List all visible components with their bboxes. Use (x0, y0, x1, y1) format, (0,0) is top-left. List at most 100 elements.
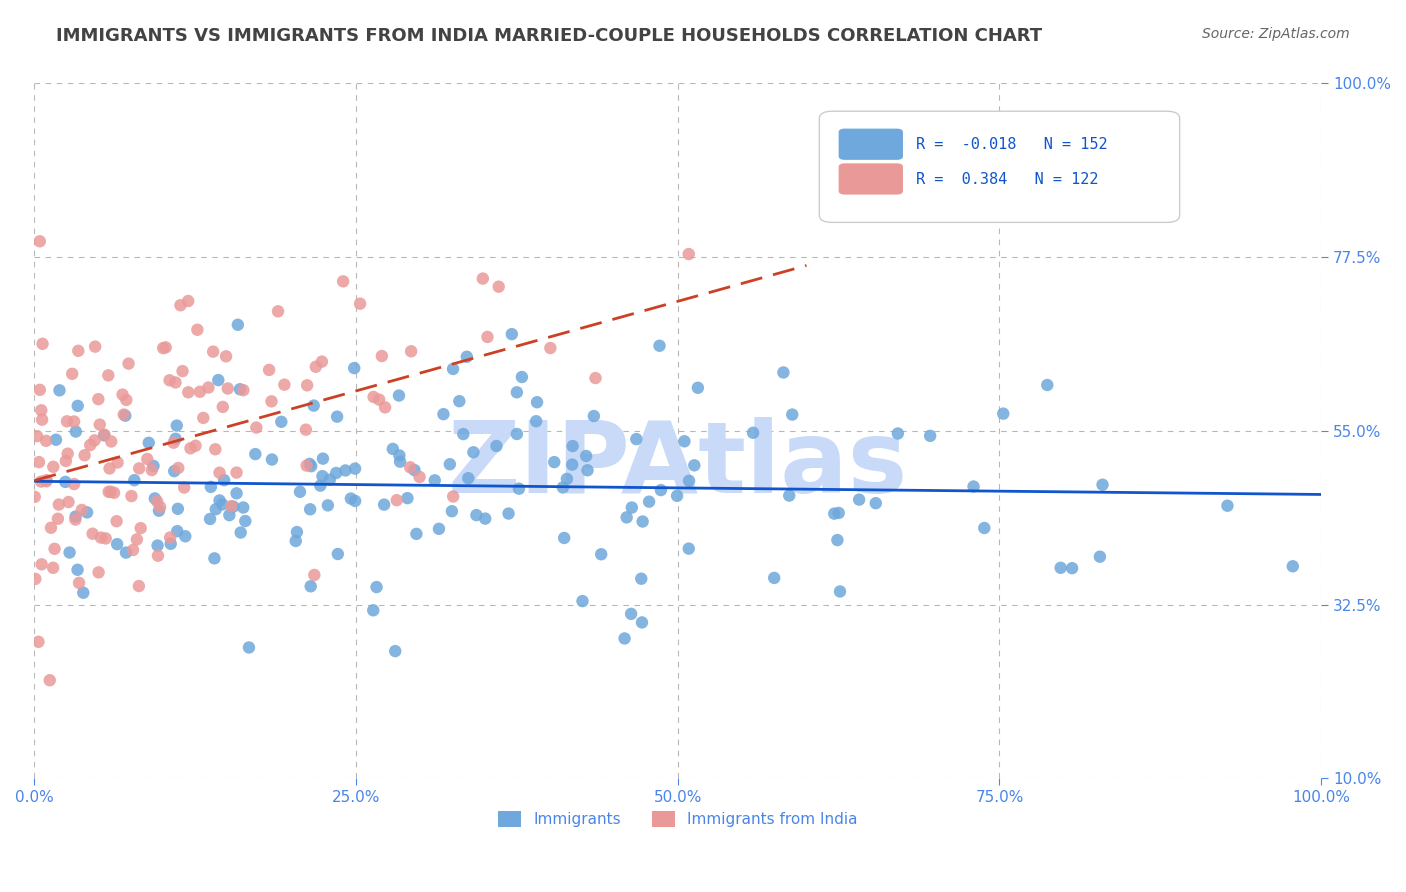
Point (551, 481, 574, 495)
Point (66, 563, 89, 577)
Point (405, 527, 427, 541)
Point (299, 459, 322, 474)
Point (381, 442, 404, 456)
Point (217, 382, 239, 396)
Point (202, 344, 225, 359)
Point (441, 362, 464, 376)
Point (56, 447, 79, 461)
Point (471, 271, 494, 285)
Point (72, 585, 94, 599)
Point (35, 475, 58, 489)
Point (666, 489, 689, 503)
Point (305, 359, 328, 374)
Point (316, 499, 339, 513)
Point (55, 454, 77, 468)
Point (83, 434, 105, 448)
Point (238, 640, 260, 655)
Point (273, 377, 295, 392)
Point (142, 458, 165, 473)
Point (260, 394, 283, 409)
Point (335, 463, 357, 477)
Point (449, 394, 471, 409)
Point (202, 551, 225, 566)
Point (474, 511, 496, 525)
Point (302, 399, 325, 413)
Point (159, 531, 181, 545)
Point (232, 500, 254, 515)
Point (485, 439, 508, 453)
Point (53, 475, 76, 489)
Point (423, 474, 446, 488)
Point (295, 378, 318, 392)
Point (288, 484, 311, 499)
Point (73, 448, 96, 462)
Point (48, 384, 70, 398)
Point (93, 427, 115, 442)
Point (222, 500, 245, 514)
Text: IMMIGRANTS VS IMMIGRANTS FROM INDIA MARRIED-COUPLE HOUSEHOLDS CORRELATION CHART: IMMIGRANTS VS IMMIGRANTS FROM INDIA MARR… (56, 27, 1042, 45)
Point (125, 533, 148, 547)
Point (432, 407, 454, 421)
Point (648, 339, 671, 353)
Point (311, 469, 333, 483)
Point (962, 479, 984, 493)
Point (143, 491, 166, 506)
Point (120, 489, 142, 503)
Point (212, 473, 235, 487)
Point (152, 341, 174, 355)
Point (349, 296, 371, 310)
Point (65, 509, 87, 524)
Point (159, 373, 181, 387)
Text: R =  0.384   N = 122: R = 0.384 N = 122 (915, 172, 1098, 186)
Point (215, 349, 238, 363)
Point (24, 490, 46, 504)
Point (111, 387, 134, 401)
Point (343, 361, 366, 376)
Point (340, 491, 363, 506)
Point (128, 579, 150, 593)
Text: Source: ZipAtlas.com: Source: ZipAtlas.com (1202, 27, 1350, 41)
Point (229, 382, 252, 396)
Point (146, 539, 169, 553)
Point (115, 392, 138, 407)
Point (686, 381, 709, 395)
Point (973, 521, 995, 535)
Point (848, 492, 870, 507)
Point (226, 318, 249, 332)
Point (184, 439, 207, 453)
Point (24, 572, 46, 586)
Point (39, 521, 62, 535)
Point (780, 408, 803, 422)
Point (508, 482, 530, 496)
Point (87, 392, 110, 406)
Point (763, 571, 786, 585)
Point (211, 400, 233, 414)
Point (524, 414, 547, 428)
Point (451, 427, 474, 442)
Point (166, 524, 188, 538)
Point (613, 632, 636, 646)
Text: R =  -0.018   N = 152: R = -0.018 N = 152 (915, 137, 1108, 152)
Point (257, 363, 280, 377)
Point (208, 493, 231, 508)
Point (197, 380, 219, 394)
Point (488, 279, 510, 293)
Point (67, 575, 90, 590)
Point (94, 532, 117, 546)
Point (166, 501, 188, 516)
Point (138, 435, 160, 450)
Point (439, 457, 461, 471)
Point (98, 461, 121, 475)
Point (155, 340, 177, 354)
FancyBboxPatch shape (820, 112, 1180, 222)
Point (366, 580, 388, 594)
Point (70, 503, 93, 517)
Point (31, 412, 53, 426)
Point (25, 429, 48, 443)
Point (456, 350, 478, 364)
Point (561, 458, 583, 472)
Point (103, 485, 125, 500)
Point (620, 500, 643, 515)
Point (823, 507, 845, 521)
Point (177, 385, 200, 400)
